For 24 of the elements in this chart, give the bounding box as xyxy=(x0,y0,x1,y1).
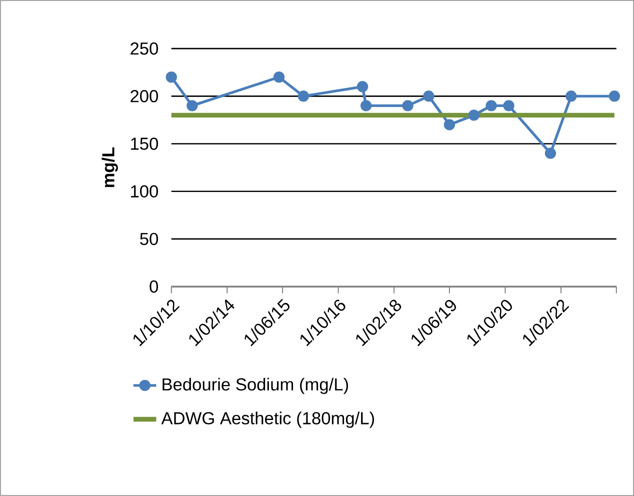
y-tick-label: 150 xyxy=(131,138,158,150)
point xyxy=(402,100,414,112)
legend-label: Bedourie Sodium (mg/L) xyxy=(162,378,348,394)
y-tick-label: 250 xyxy=(130,42,158,55)
point xyxy=(468,110,480,121)
y-tick-label: 50 xyxy=(140,232,158,246)
point xyxy=(356,81,368,92)
y-tick-label: 0 xyxy=(150,280,158,293)
point xyxy=(486,100,497,112)
point xyxy=(166,72,177,83)
point xyxy=(608,90,620,102)
point xyxy=(503,100,514,112)
point xyxy=(444,119,456,130)
point xyxy=(544,148,556,159)
point xyxy=(423,90,434,102)
y-axis-title: mg/L xyxy=(102,147,118,188)
point xyxy=(360,100,372,112)
legend-label: ADWG Aesthetic (180mg/L) xyxy=(161,412,374,428)
y-tick-label: 100 xyxy=(131,185,158,198)
point xyxy=(566,90,577,102)
point xyxy=(186,100,198,112)
y-tick-label: 200 xyxy=(130,90,158,102)
point xyxy=(298,90,310,102)
point xyxy=(273,72,285,83)
